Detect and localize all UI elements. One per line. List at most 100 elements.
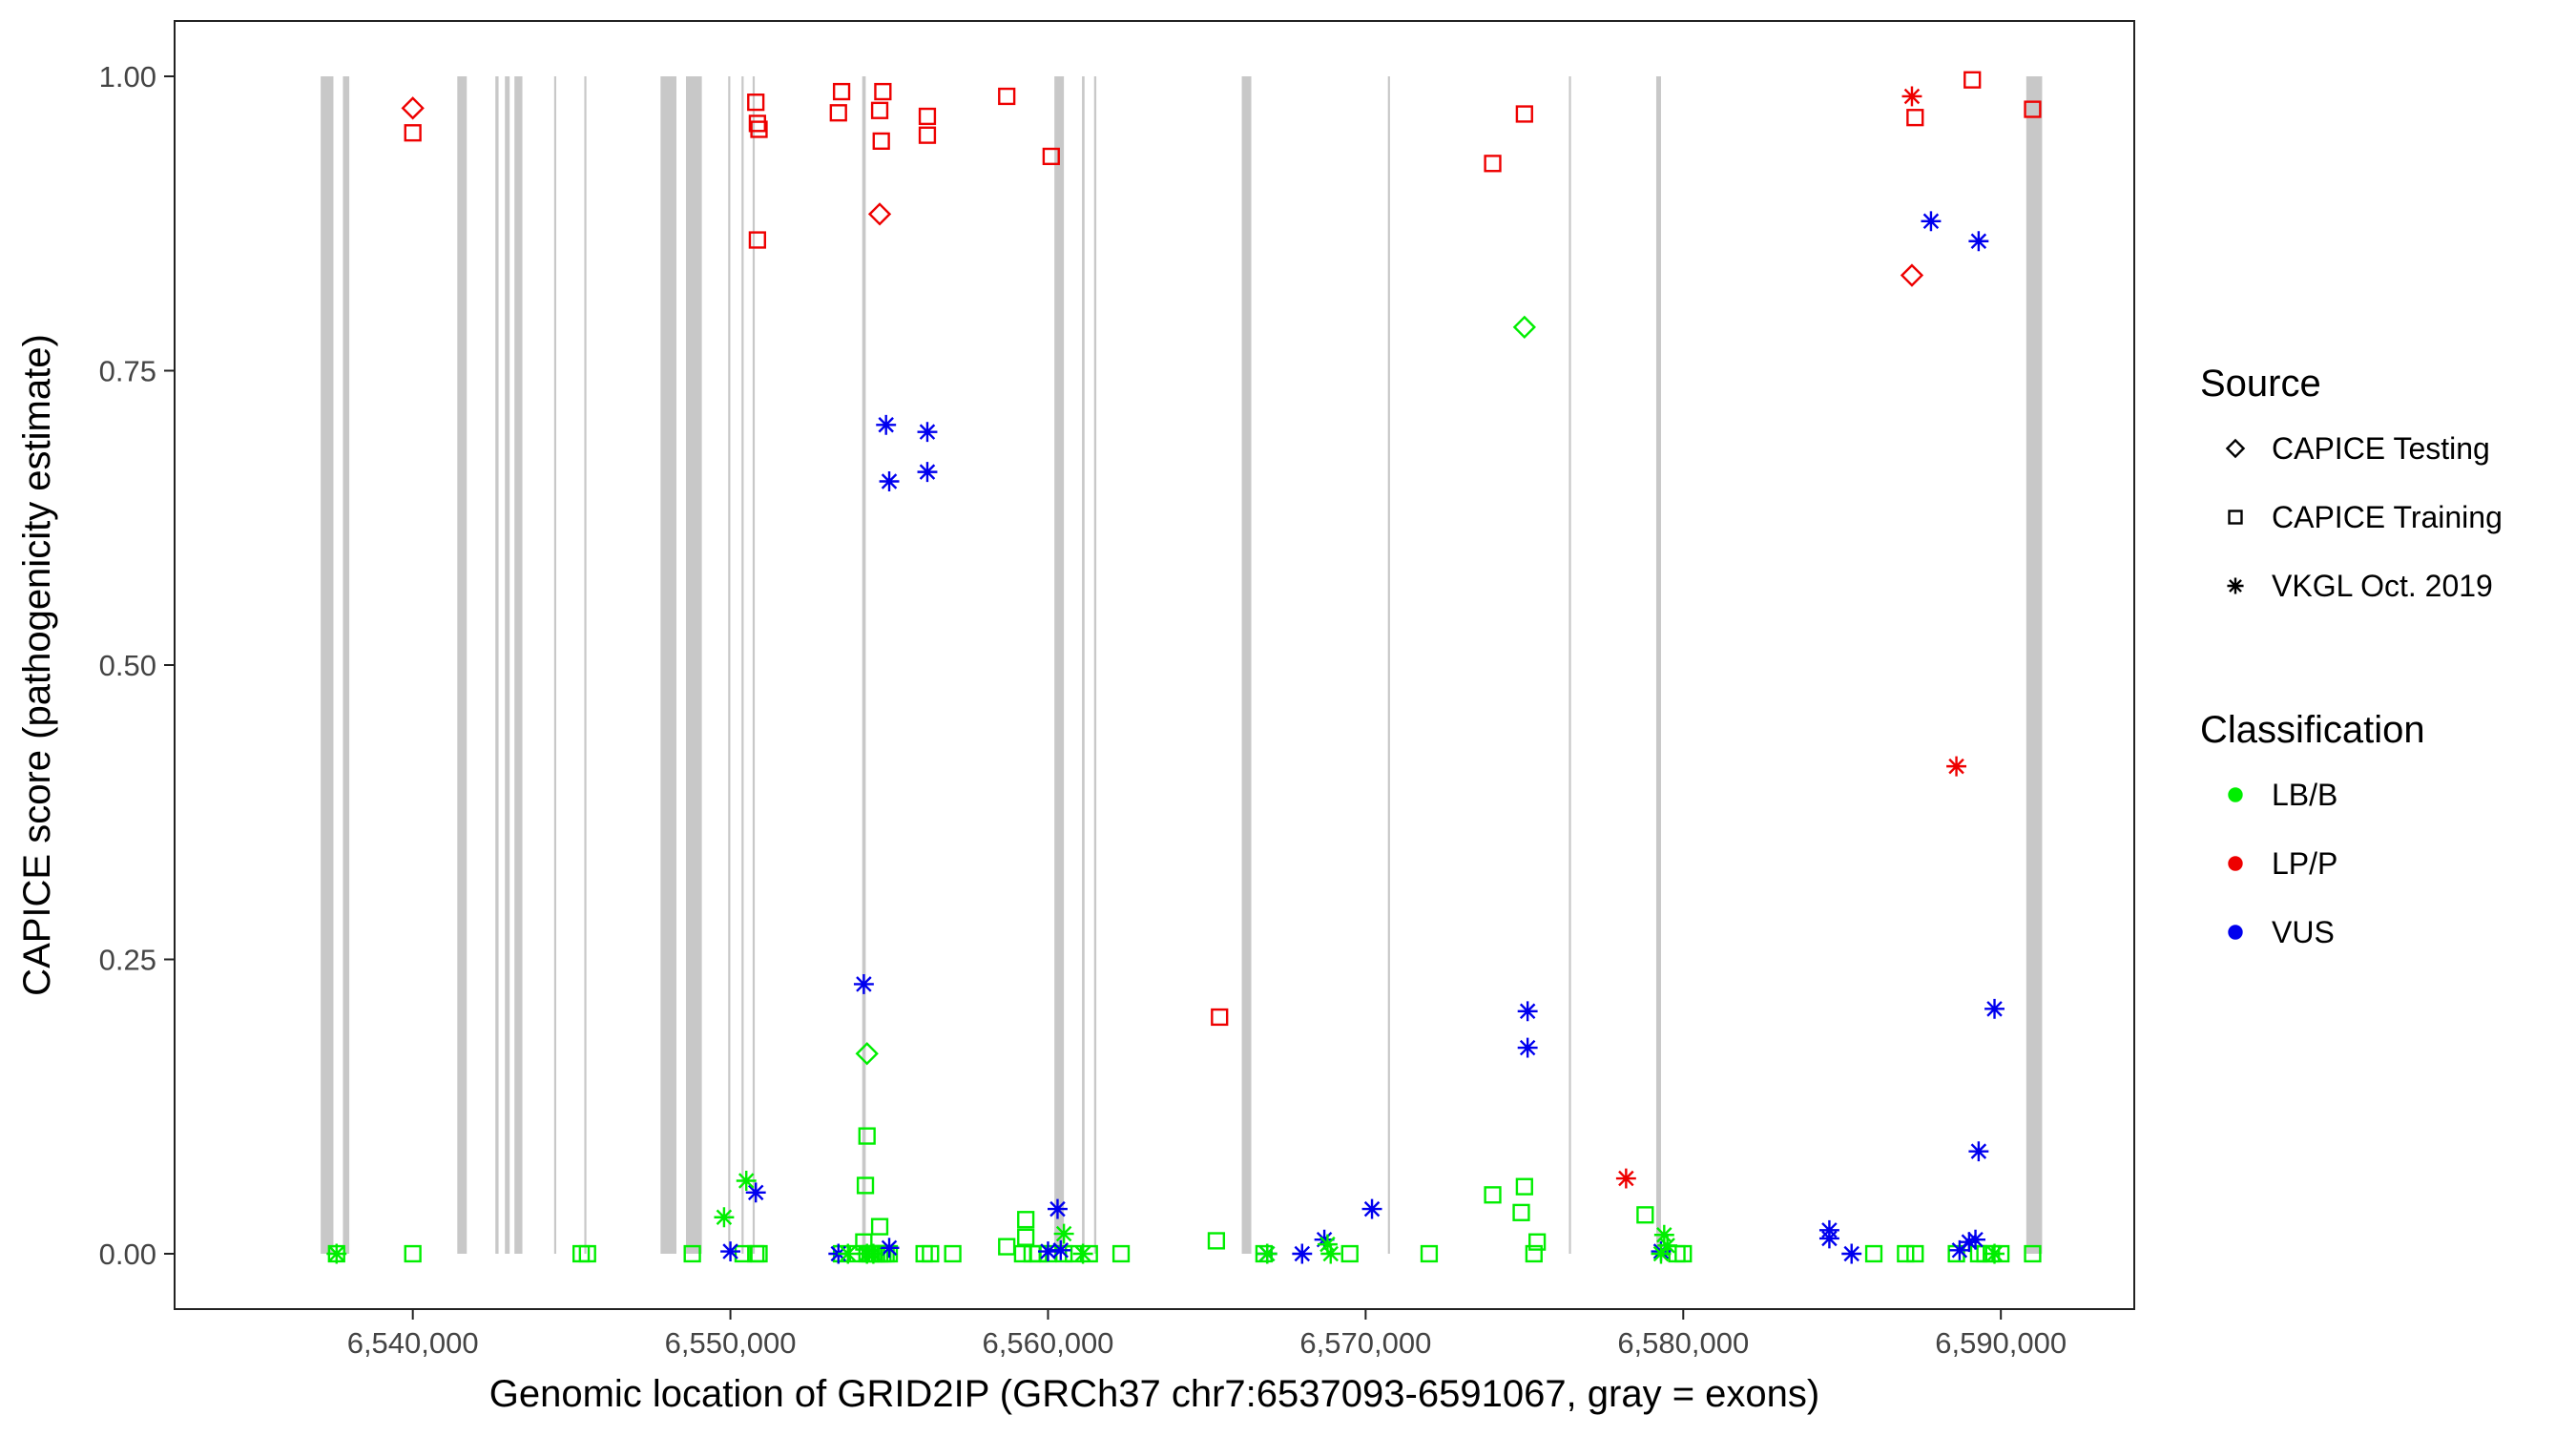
data-point-asterisk	[1320, 1243, 1341, 1264]
data-point-asterisk	[1050, 1239, 1071, 1260]
data-point-square	[915, 1244, 933, 1263]
legend-label: VKGL Oct. 2019	[2272, 569, 2493, 603]
x-tick-label: 6,560,000	[983, 1326, 1114, 1360]
x-tick-label: 6,590,000	[1935, 1326, 2067, 1360]
exon-band	[505, 75, 510, 1255]
exon-band	[1568, 75, 1571, 1255]
legend-label: VUS	[2272, 915, 2335, 949]
legend-key-dot	[2228, 787, 2243, 802]
data-point-square	[918, 107, 937, 126]
data-point-asterisk	[1317, 1234, 1338, 1255]
data-point-asterisk	[1959, 1232, 1980, 1253]
legend-key-diamond	[2225, 438, 2246, 459]
data-point-square	[1636, 1206, 1654, 1224]
data-point-asterisk	[1968, 231, 1989, 252]
plot-frame	[174, 20, 2135, 1310]
data-point-square	[750, 120, 768, 138]
data-point-asterisk	[1965, 1229, 1985, 1250]
data-point-asterisk	[1292, 1243, 1313, 1264]
data-point-diamond	[855, 1042, 879, 1066]
data-point-asterisk	[1653, 1224, 1674, 1245]
exon-band	[728, 75, 731, 1255]
data-point-diamond	[1900, 263, 1924, 287]
data-point-asterisk	[853, 973, 874, 994]
data-point-square	[748, 231, 766, 249]
data-point-square	[1525, 1244, 1543, 1263]
legend-class-title: Classification	[2200, 709, 2425, 751]
data-point-square	[922, 1244, 940, 1263]
exon-band	[495, 75, 499, 1255]
data-point-square	[872, 132, 890, 150]
data-point-square	[1013, 1244, 1031, 1263]
data-point-asterisk	[1841, 1243, 1862, 1264]
exon-band	[1241, 75, 1252, 1255]
data-point-square	[2024, 1244, 2042, 1263]
data-point-square	[683, 1244, 701, 1263]
data-point-square	[1906, 109, 1924, 127]
data-point-square	[1906, 1244, 1924, 1263]
data-point-square	[747, 94, 765, 112]
legend-label: LB/B	[2272, 778, 2337, 812]
data-point-asterisk	[745, 1182, 766, 1203]
data-point-asterisk	[838, 1243, 859, 1264]
data-point-asterisk	[326, 1243, 347, 1264]
data-point-asterisk	[879, 1238, 900, 1259]
data-point-square	[856, 1176, 875, 1195]
data-point-diamond	[401, 96, 425, 120]
data-point-asterisk	[1053, 1223, 1074, 1244]
data-points	[326, 71, 2042, 1264]
data-point-square	[1017, 1211, 1035, 1229]
data-point-square	[578, 1244, 596, 1263]
data-point-square	[829, 104, 847, 122]
exon-band	[1387, 75, 1390, 1255]
y-tick-label: 0.50	[99, 649, 156, 682]
data-point-square	[998, 87, 1016, 106]
y-axis: 0.00 0.25 0.50 0.75 1.00	[99, 60, 175, 1271]
data-point-square	[918, 126, 937, 144]
data-point-square	[870, 101, 889, 119]
legend-key-dot	[2228, 925, 2243, 940]
data-point-square	[1512, 1203, 1530, 1221]
legend-key-dot	[2228, 856, 2243, 871]
exon-band	[1093, 75, 1097, 1255]
legend-class-items: LB/B LP/P VUS	[2228, 778, 2337, 949]
data-point-square	[1111, 1244, 1131, 1263]
y-tick-label: 0.75	[99, 354, 156, 387]
data-point-square	[1484, 155, 1502, 173]
x-tick-label: 6,580,000	[1617, 1326, 1749, 1360]
data-point-square	[1042, 147, 1060, 166]
data-point-asterisk	[1946, 756, 1967, 777]
data-point-square	[1207, 1232, 1226, 1250]
x-axis-title: Genomic location of GRID2IP (GRCh37 chr7…	[489, 1373, 1820, 1415]
y-tick-label: 1.00	[99, 60, 156, 94]
data-point-asterisk	[1984, 1243, 2005, 1264]
legend-label: CAPICE Testing	[2272, 431, 2490, 466]
data-point-square	[1963, 71, 1982, 89]
data-point-asterisk	[1968, 1141, 1989, 1162]
data-point-square	[1864, 1244, 1883, 1263]
exon-band	[862, 75, 866, 1255]
exon-band	[1082, 75, 1085, 1255]
exon-bands	[321, 75, 2043, 1255]
data-point-asterisk	[1038, 1241, 1058, 1261]
data-point-square	[944, 1244, 962, 1263]
x-axis: 6,540,000 6,550,000 6,560,000 6,570,000 6,58…	[347, 1309, 2067, 1360]
data-point-asterisk	[1657, 1235, 1678, 1256]
data-point-square	[998, 1238, 1016, 1256]
legend-source-items: CAPICE Testing CAPICE Training VKGL Oct. 2…	[2225, 431, 2503, 603]
exon-band	[514, 75, 523, 1255]
y-tick-label: 0.25	[99, 944, 156, 977]
data-point-asterisk	[1048, 1198, 1068, 1219]
x-tick-label: 6,570,000	[1299, 1326, 1431, 1360]
data-point-asterisk	[862, 1243, 883, 1264]
legend-label: CAPICE Training	[2272, 500, 2503, 534]
exon-band	[553, 75, 557, 1255]
exon-band	[685, 75, 702, 1255]
exon-band	[321, 75, 334, 1255]
data-point-square	[858, 1127, 876, 1145]
data-point-square	[1340, 1244, 1359, 1263]
data-point-asterisk	[1517, 1037, 1538, 1058]
exon-band	[1655, 75, 1661, 1255]
data-point-square	[1528, 1233, 1547, 1251]
